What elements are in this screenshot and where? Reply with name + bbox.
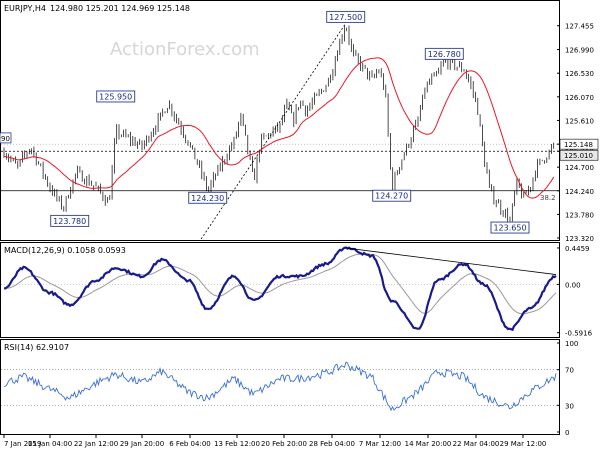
macd-panel-border — [0, 242, 560, 338]
macd-signal-line — [4, 253, 557, 315]
current-price-label: 125.148 — [564, 141, 593, 149]
price-y-tick-label: 126.990 — [565, 47, 594, 55]
price-annotation-box — [372, 189, 412, 202]
price-y-tick-label: 125.610 — [565, 117, 594, 125]
price-annotation-label: 123.650 — [493, 224, 526, 233]
x-tick-label: 29 Jan 20:00 — [120, 440, 164, 448]
rsi-y-tick-label: 0 — [565, 429, 569, 437]
price-y-tick-label: 127.455 — [565, 23, 594, 31]
macd-y-tick-label: 0.00 — [565, 281, 581, 289]
rsi-panel-border — [0, 339, 560, 435]
price-y-tick-label: 123.320 — [565, 235, 594, 243]
watermark: ActionForex.com — [110, 39, 260, 60]
x-tick-label: 22 Jan 12:00 — [74, 440, 118, 448]
x-tick-label: 14 Mar 20:00 — [405, 440, 452, 448]
rsi-y-ticks: 100 70 30 0 — [557, 340, 578, 437]
moving-average-line — [3, 57, 555, 199]
x-tick-label: 20 Feb 20:00 — [261, 440, 307, 448]
x-tick-label: 13 Feb 12:00 — [214, 440, 260, 448]
price-y-tick-label: 124.700 — [565, 164, 594, 172]
price-annotation-label: 127.500 — [329, 13, 362, 22]
rsi-y-tick-label: 100 — [565, 340, 578, 348]
price-y-tick-label: 123.780 — [565, 211, 594, 219]
price-annotation-label: 126.780 — [428, 50, 461, 59]
price-panel-title: EURJPY,H4 — [4, 4, 46, 13]
x-tick-label: 7 Jan 2019 — [4, 440, 42, 448]
x-tick-label: 6 Feb 04:00 — [169, 440, 210, 448]
price-annotation-box — [96, 90, 136, 103]
fib-label: 38.2 — [540, 194, 556, 202]
price-candles — [3, 25, 555, 226]
macd-panel-title: MACD(12,26,9) 0.1058 0.0593 — [4, 246, 126, 255]
price-annotation-box — [424, 47, 464, 60]
macd-line — [3, 246, 557, 332]
price-annotation-label: 125.950 — [99, 92, 132, 101]
price-y-tick-label: 124.240 — [565, 188, 594, 196]
macd-y-tick-label: 0.4459 — [565, 245, 590, 253]
rsi-y-tick-label: 30 — [565, 402, 574, 410]
left-edge-label: 90 — [1, 135, 10, 143]
price-annotations: 127.500 126.780 125.950 124.230 124.270 123.7… — [50, 10, 530, 234]
rsi-panel-title: RSI(14) 62.9107 — [4, 343, 69, 352]
x-tick-label: 15 Jan 04:00 — [28, 440, 72, 448]
x-tick-label: 22 Mar 04:00 — [453, 440, 500, 448]
x-tick-label: 7 Mar 12:00 — [359, 440, 401, 448]
ref-price-box — [559, 149, 599, 161]
x-tick-label: 28 Feb 04:00 — [309, 440, 355, 448]
price-annotation-box — [490, 221, 530, 234]
rsi-line — [3, 361, 557, 412]
ref-price-label: 125.010 — [564, 152, 593, 160]
price-y-tick-label: 126.530 — [565, 70, 594, 78]
price-annotation-label: 124.270 — [375, 192, 408, 201]
macd-y-ticks: 0.4459 0.00 -0.5916 — [557, 245, 593, 338]
rsi-grid — [1, 369, 559, 406]
price-annotation-box — [326, 10, 366, 23]
left-edge-label-box — [0, 132, 12, 144]
price-y-tick-label: 126.070 — [565, 94, 594, 102]
ohlc-readout: 124.980 125.201 124.969 125.148 — [50, 4, 190, 13]
rsi-y-tick-label: 70 — [565, 367, 574, 375]
x-tick-label: 29 Mar 12:00 — [500, 440, 547, 448]
macd-trend-line — [345, 247, 557, 275]
price-annotation-label: 123.780 — [53, 217, 86, 226]
price-annotation-box — [50, 214, 90, 227]
current-price-box — [559, 138, 599, 150]
price-y-ticks: 127.455 126.990 126.530 126.070 125.610 125.1… — [557, 23, 599, 243]
price-annotation-label: 124.230 — [191, 194, 224, 203]
macd-y-tick-label: -0.5916 — [565, 330, 593, 338]
price-annotation-box — [188, 191, 228, 204]
